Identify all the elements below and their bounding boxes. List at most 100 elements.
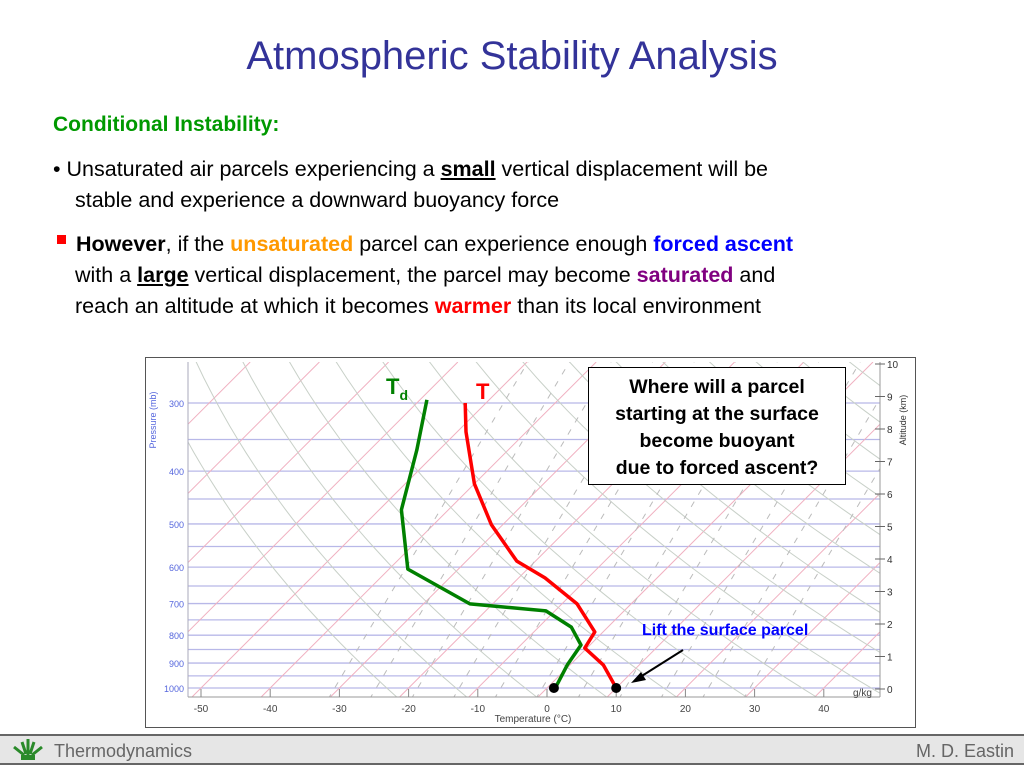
y2-tick-label: 4 [887, 555, 893, 566]
emphasis-small: small [440, 157, 496, 181]
dewpoint-profile-line [399, 399, 583, 689]
callout-line: Where will a parcel [629, 376, 805, 398]
y-tick-label: 400 [169, 467, 184, 477]
isotherm [188, 362, 459, 633]
mixing-ratio-line [453, 362, 654, 697]
isotherm [745, 561, 880, 697]
bullet-small-displacement: • Unsaturated air parcels experiencing a… [53, 154, 768, 216]
text: , if the [165, 232, 231, 256]
y2-tick-label: 10 [887, 360, 899, 371]
dewpoint-label-sub: d [399, 387, 408, 403]
mixing-ratio-line [619, 362, 820, 697]
isotherm [606, 423, 880, 697]
x-tick-label: -10 [471, 704, 486, 715]
dry-adiabat [914, 340, 1024, 699]
mixing-ratio-line [743, 467, 880, 697]
y2-tick-label: 8 [887, 425, 893, 436]
x-tick-label: -20 [401, 704, 416, 715]
surface-dewpoint-point [548, 683, 559, 693]
mixing-ratio-line [660, 362, 861, 697]
bullet-marker: • [53, 157, 61, 181]
y2-tick-label: 3 [887, 588, 893, 599]
isotherm [0, 362, 43, 697]
y2-tick-label: 5 [887, 523, 893, 534]
text: reach an altitude at which it becomes [75, 294, 435, 318]
square-bullet-icon [57, 235, 66, 245]
mixing-ratio-line [702, 397, 880, 697]
footer-author: M. D. Eastin [915, 741, 1014, 761]
y-axis-title: Pressure (mb) [148, 391, 158, 448]
x-tick-label: 10 [611, 704, 623, 715]
temperature-label: T [476, 379, 490, 404]
mixing-ratio-unit: g/kg [853, 688, 872, 699]
emphasis-warmer: warmer [434, 294, 512, 318]
isotherm [188, 362, 389, 564]
x-tick-label: 30 [749, 704, 761, 715]
surface-temperature-point [611, 683, 622, 693]
callout-line: become buoyant [639, 430, 795, 452]
dry-adiabat [1005, 340, 1024, 699]
dry-adiabat [428, 362, 818, 697]
question-callout: Where will a parcel starting at the surf… [588, 367, 846, 485]
isotherm [188, 362, 251, 425]
y-tick-label: 900 [169, 659, 184, 669]
emphasis-unsaturated: unsaturated [230, 232, 354, 256]
y2-tick-label: 9 [887, 393, 893, 404]
text: stable and experience a downward buoyanc… [75, 188, 560, 212]
dry-adiabat [242, 362, 538, 697]
y2-axis-title: Altitude (km) [898, 395, 908, 446]
x-tick-label: 40 [818, 704, 830, 715]
dry-adiabat [382, 362, 748, 697]
text: than its local environment [511, 294, 762, 318]
y2-tick-label: 0 [887, 685, 893, 696]
x-tick-label: -50 [194, 704, 209, 715]
text: and [733, 263, 776, 287]
text: vertical displacement will be [495, 157, 769, 181]
dry-adiabat [959, 340, 1024, 699]
footer-course: Thermodynamics [54, 741, 193, 761]
mixing-ratio-line [328, 362, 529, 697]
lift-arrow [636, 649, 684, 680]
y2-tick-label: 1 [887, 653, 893, 664]
lift-arrow-head-icon [631, 672, 646, 683]
dry-adiabat [755, 362, 880, 460]
callout-line: due to forced ascent? [615, 457, 819, 479]
dry-adiabat [335, 362, 678, 697]
y2-tick-label: 6 [887, 490, 893, 501]
emphasis-saturated: saturated [636, 263, 734, 287]
y-tick-label: 500 [169, 520, 184, 530]
x-tick-label: -40 [263, 704, 278, 715]
emphasis-large: large [137, 263, 189, 287]
isotherm [814, 631, 880, 697]
callout-line: starting at the surface [615, 403, 819, 425]
x-tick-label: -30 [332, 704, 347, 715]
text: parcel can experience enough [353, 232, 654, 256]
slide-footer: Thermodynamics M. D. Eastin [0, 734, 1024, 765]
isotherm [188, 362, 320, 495]
x-axis-title: Temperature (°C) [495, 714, 572, 725]
y-tick-label: 800 [169, 631, 184, 641]
dewpoint-label-main: T [386, 374, 400, 399]
bullet-forced-ascent: However, if the unsaturated parcel can e… [53, 229, 793, 322]
y-tick-label: 1000 [164, 684, 184, 694]
y-tick-label: 300 [169, 399, 184, 409]
section-heading: Conditional Instability: [53, 113, 280, 136]
emphasis-forced-ascent: forced ascent [653, 232, 794, 256]
text: However [76, 232, 166, 256]
dry-adiabat [475, 362, 880, 694]
dry-adiabat [188, 440, 398, 697]
y-tick-label: 600 [169, 563, 184, 573]
y2-tick-label: 2 [887, 620, 893, 631]
dry-adiabat [195, 362, 468, 697]
isotherm [0, 362, 112, 697]
dewpoint-label: Td [386, 374, 408, 403]
text: vertical displacement, the parcel may be… [188, 263, 637, 287]
isotherm [191, 362, 528, 697]
dry-adiabat [288, 362, 608, 697]
x-tick-label: 0 [544, 704, 550, 715]
mixing-ratio-line [494, 362, 695, 697]
text: with a [75, 263, 138, 287]
university-logo-icon [13, 739, 43, 760]
y-tick-label: 700 [169, 600, 184, 610]
